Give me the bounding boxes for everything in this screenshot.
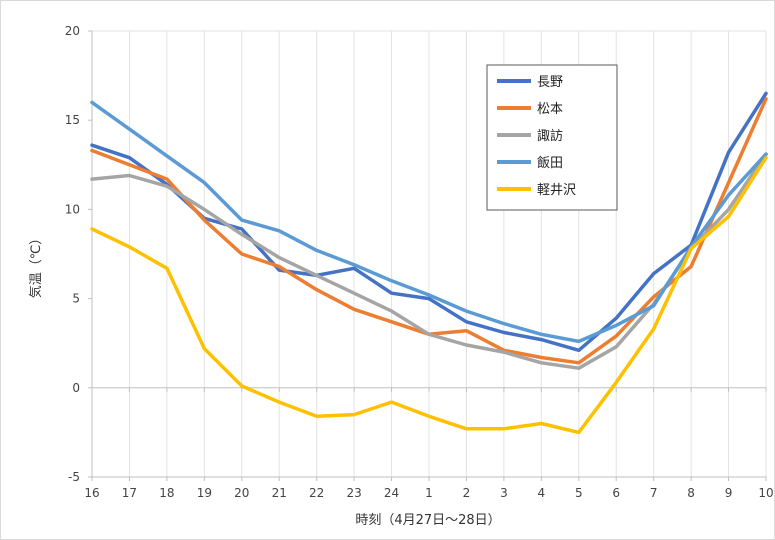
legend-label: 長野 (537, 75, 563, 90)
y-tick-label: 15 (65, 113, 80, 127)
legend-label: 飯田 (537, 156, 563, 171)
x-tick-label: 17 (122, 486, 137, 500)
legend-label: 松本 (537, 102, 563, 117)
y-tick-label: -5 (68, 470, 80, 484)
legend-label: 軽井沢 (537, 183, 576, 198)
y-tick-label: 10 (65, 202, 80, 216)
x-tick-label: 9 (725, 486, 733, 500)
x-tick-label: 23 (346, 486, 361, 500)
x-axis-title: 時刻（4月27日～28日） (355, 513, 500, 528)
x-tick-label: 18 (159, 486, 174, 500)
x-tick-label: 8 (687, 486, 695, 500)
x-tick-label: 4 (538, 486, 546, 500)
x-tick-label: 7 (650, 486, 658, 500)
x-tick-label: 5 (575, 486, 583, 500)
x-tick-label: 10 (758, 486, 773, 500)
y-tick-label: 5 (72, 292, 80, 306)
y-axis-title: 気温（℃） (28, 232, 44, 299)
x-tick-label: 2 (463, 486, 471, 500)
series-lines (90, 91, 768, 435)
x-tick-label: 24 (384, 486, 399, 500)
x-tick-label: 16 (84, 486, 99, 500)
x-tick-label: 21 (272, 486, 287, 500)
y-tick-label: 20 (65, 24, 80, 38)
x-tick-label: 22 (309, 486, 324, 500)
x-tick-label: 3 (500, 486, 508, 500)
series-line (90, 100, 768, 344)
series-line (90, 155, 768, 435)
x-tick-label: 6 (612, 486, 620, 500)
y-tick-label: 0 (72, 381, 80, 395)
x-tick-label: 1 (425, 486, 433, 500)
legend-box (486, 64, 618, 211)
x-tick-label: 20 (234, 486, 249, 500)
x-tick-label: 19 (197, 486, 212, 500)
legend-label: 諏訪 (537, 128, 563, 144)
